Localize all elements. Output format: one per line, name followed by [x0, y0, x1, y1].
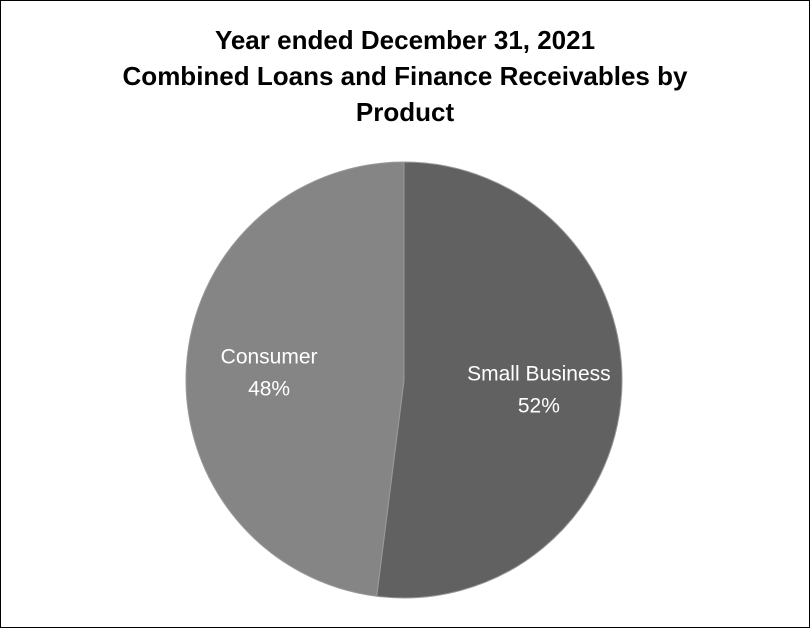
pie-label-consumer: Consumer 48%	[221, 346, 318, 401]
pie-label-value-small-business: 52%	[518, 395, 560, 418]
pie-label-name-small-business: Small Business	[467, 363, 611, 386]
pie-label-value-consumer: 48%	[248, 378, 290, 401]
chart-title: Year ended December 31, 2021 Combined Lo…	[0, 22, 810, 130]
pie-slice-consumer	[185, 161, 405, 597]
pie-slice-small-business	[376, 161, 623, 599]
pie-label-small-business: Small Business 52%	[467, 363, 611, 418]
chart-title-line-3: Product	[355, 97, 455, 127]
chart-title-line-1: Year ended December 31, 2021	[214, 25, 596, 55]
pie-label-name-consumer: Consumer	[221, 346, 318, 369]
chart-title-line-2: Combined Loans and Finance Receivables b…	[122, 61, 688, 91]
